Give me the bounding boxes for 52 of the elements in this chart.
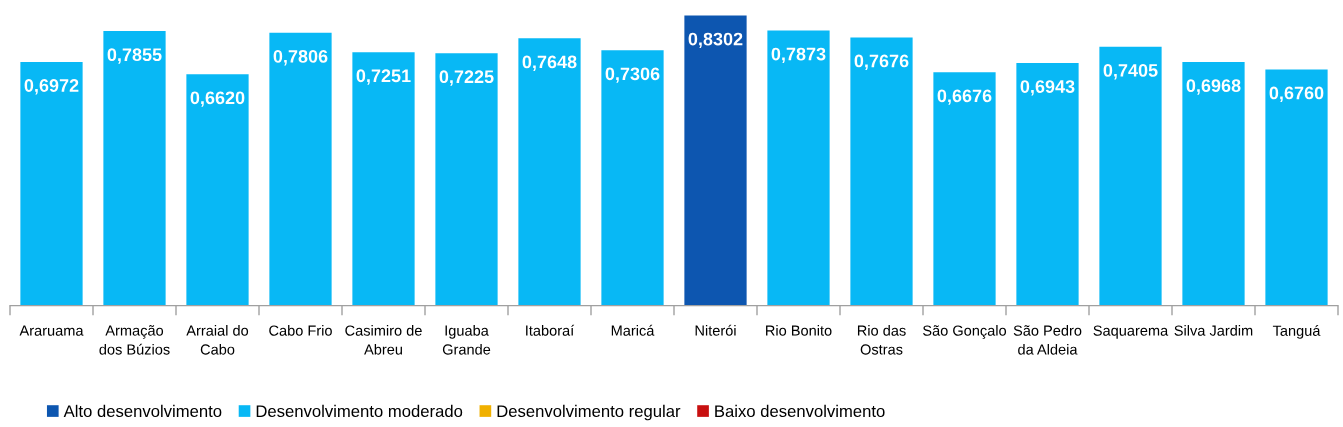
x-tick-label: Arraial do Cabo xyxy=(186,325,249,355)
data-label: 0,6620 xyxy=(190,91,245,107)
x-tick-label: Cabo Frio xyxy=(269,325,332,336)
data-label: 0,6760 xyxy=(1269,86,1324,102)
data-label: 0,7251 xyxy=(356,69,411,85)
bar xyxy=(850,37,913,306)
bar xyxy=(601,50,664,306)
data-label: 0,6968 xyxy=(1186,79,1241,95)
bar xyxy=(1182,62,1245,306)
legend-label: Alto desenvolvimento xyxy=(63,404,222,418)
data-label: 0,7806 xyxy=(273,49,328,66)
data-label: 0,7225 xyxy=(439,70,494,86)
x-tick-label: Rio das Ostras xyxy=(857,325,906,355)
x-tick-label: Iguaba Grande xyxy=(442,325,491,355)
x-tick-label: Saquarema xyxy=(1093,325,1169,339)
x-tick-label: Armação dos Búzios xyxy=(99,325,170,355)
data-label: 0,7306 xyxy=(605,67,660,83)
data-label: 0,7676 xyxy=(854,54,909,70)
bar xyxy=(186,74,249,306)
bar xyxy=(352,52,415,306)
data-label: 0,6676 xyxy=(937,89,992,105)
x-tick-label: Araruama xyxy=(19,325,84,336)
x-tick-label: Itaboraí xyxy=(526,324,575,336)
bar xyxy=(435,53,498,306)
legend-label: Desenvolvimento moderado xyxy=(256,404,463,418)
bar xyxy=(767,30,830,306)
data-label: 0,6943 xyxy=(1020,80,1075,96)
bar xyxy=(933,72,996,306)
bar xyxy=(684,15,747,306)
x-tick-label: São Pedro da Aldeia xyxy=(1013,325,1082,355)
bar xyxy=(20,61,83,306)
data-label: 0,7648 xyxy=(522,55,577,71)
bar xyxy=(103,31,166,306)
x-tick-label: São Gonçalo xyxy=(923,325,1007,339)
x-tick-label: Silva Jardim xyxy=(1174,325,1253,336)
legend-label: Desenvolvimento regular xyxy=(497,404,681,421)
data-label: 0,7873 xyxy=(771,47,826,64)
x-tick-label: Rio Bonito xyxy=(766,325,832,336)
bar xyxy=(269,32,332,306)
bar xyxy=(1099,46,1162,306)
data-label: 0,8302 xyxy=(688,32,743,49)
bar xyxy=(518,38,581,306)
x-tick-label: Tanguá xyxy=(1272,325,1321,339)
data-label: 0,7405 xyxy=(1103,63,1158,80)
x-tick-label: Niterói xyxy=(695,324,736,336)
x-tick-label: Maricá xyxy=(611,324,655,336)
x-tick-label: Casimiro de Abreu xyxy=(345,325,422,355)
data-label: 0,6972 xyxy=(24,79,79,95)
bar xyxy=(1265,69,1328,306)
bar xyxy=(1016,62,1079,306)
legend-label: Baixo desenvolvimento xyxy=(715,404,885,418)
data-label: 0,7855 xyxy=(107,48,162,64)
